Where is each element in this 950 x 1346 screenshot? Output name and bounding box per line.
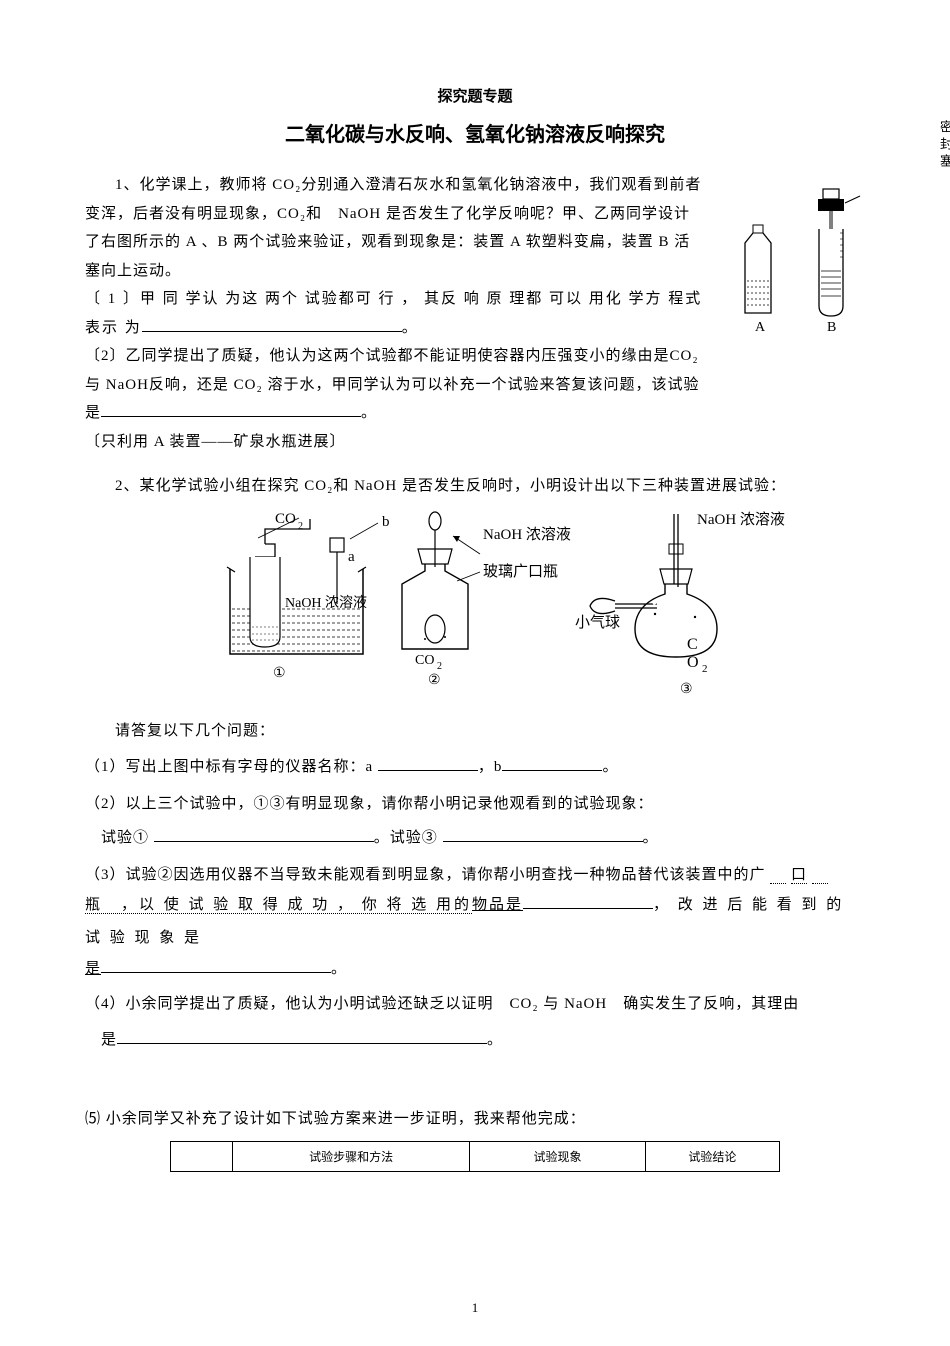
q2-intro: 2、某化学试验小组在探究 CO₂和 NaOH 是否发生反响时，小明设计出以下三种… <box>85 472 865 501</box>
side-seal-label: 密封塞 <box>936 120 950 171</box>
label-naoh-2: NaOH 浓溶液 <box>483 526 571 543</box>
q2-sub3-line3: 是。 <box>85 955 865 984</box>
page-number: 1 <box>472 1300 479 1316</box>
section-title: 探究题专题 <box>85 85 865 106</box>
table-header-phenomenon: 试验现象 <box>470 1142 645 1172</box>
q2-sub3-line2: 瓶 ，以 使 试 验 取 得 成 功 ， 你 将 选 用的物品是， 改 进 后 … <box>85 889 865 955</box>
svg-text:CO: CO <box>415 653 434 668</box>
label-circle-2: ② <box>428 673 441 688</box>
blank-b <box>502 770 602 771</box>
blank-reason <box>117 1043 487 1044</box>
label-co2-1: CO <box>275 511 296 527</box>
label-naoh-1: NaOH 浓溶液 <box>285 595 367 611</box>
q2-sub5: ⑸ 小余同学又补充了设计如下试验方案来进一步证明，我来帮他完成： <box>85 1105 865 1134</box>
label-circle-1: ① <box>273 666 286 681</box>
q1-intro: 1、化学课上，教师将 CO₂分别通入澄清石灰水和氢氧化钠溶液中，我们观看到前者变… <box>85 171 705 285</box>
q2-apparatus-diagram: CO 2 a b <box>85 509 865 709</box>
blank-item <box>523 908 653 909</box>
blank-phenom <box>101 972 331 973</box>
blank-exp1 <box>154 841 374 842</box>
svg-text:C: C <box>687 636 698 653</box>
q1-apparatus-diagram: A B <box>715 181 875 341</box>
label-glass: 玻璃广口瓶 <box>483 563 558 580</box>
svg-text:2: 2 <box>437 661 442 672</box>
blank-experiment <box>101 416 361 417</box>
q2-header: 请答复以下几个问题： <box>115 717 865 746</box>
experiment-table: 试验步骤和方法 试验现象 试验结论 <box>170 1141 780 1172</box>
q2-sub3: （3）试验②因选用仪器不当导致未能观看到明显象，请你帮小明查找一种物品替代该装置… <box>85 861 865 890</box>
q2-sub2-blanks: 试验① 。试验③ 。 <box>85 824 865 853</box>
label-naoh-3: NaOH 浓溶液 <box>697 511 785 528</box>
svg-text:2: 2 <box>298 521 303 532</box>
q2-sub2: （2）以上三个试验中，①③有明显现象，请你帮小明记录他观看到的试验现象： <box>85 790 865 819</box>
label-circle-3: ③ <box>680 682 693 697</box>
q1-sub1: 〔 1 〕甲 同 学认 为这 两个 试验都可 行 ， 其反 响 原 理都 可以 … <box>85 285 705 342</box>
table-header-steps: 试验步骤和方法 <box>232 1142 469 1172</box>
svg-text:A: A <box>755 320 766 335</box>
svg-text:B: B <box>827 320 836 335</box>
question-1-block: A B 1、化学课上，教师将 CO₂分别通入澄清石灰水和氢氧化钠溶液中，我们观看… <box>85 171 865 456</box>
q2-sub1: （1）写出上图中标有字母的仪器名称：a ，b。 <box>85 753 865 782</box>
blank-equation <box>142 331 402 332</box>
blank-exp3 <box>443 841 643 842</box>
q1-sub2: 〔2〕乙同学提出了质疑，他认为这两个试验都不能证明使容器内压强变小的缘由是CO₂… <box>85 342 705 428</box>
label-balloon: 小气球 <box>575 614 620 631</box>
q2-sub4: （4）小余同学提出了质疑，他认为小明试验还缺乏以证明 CO₂ 与 NaOH 确实… <box>85 990 865 1019</box>
blank-a <box>378 770 478 771</box>
svg-text:O: O <box>687 654 699 671</box>
label-a: a <box>348 549 355 565</box>
main-title: 二氧化碳与水反响、氢氧化钠溶液反响探究 <box>85 118 865 147</box>
q2-sub4-line2: 是。 <box>85 1026 865 1055</box>
table-header-conclusion: 试验结论 <box>645 1142 779 1172</box>
label-b: b <box>382 514 390 530</box>
q1-bracket-note: 〔只利用 A 装置——矿泉水瓶进展〕 <box>85 428 865 457</box>
svg-text:2: 2 <box>702 663 708 675</box>
